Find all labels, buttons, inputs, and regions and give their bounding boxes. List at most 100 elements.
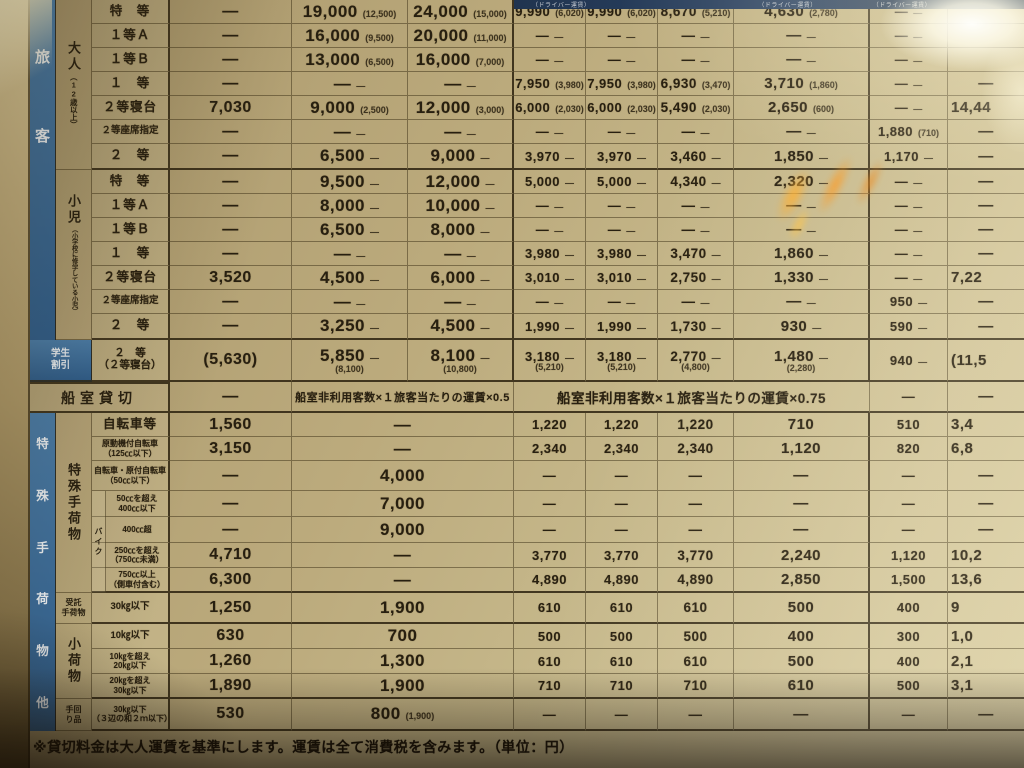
- section-label: 小児 （小学校に修学している小児）: [56, 170, 92, 340]
- fare-cell: 6,300: [170, 568, 292, 593]
- row-label: １等Ａ: [92, 194, 170, 218]
- fare-cell: 10,000—: [408, 194, 514, 218]
- fare-cell: —: [948, 194, 1024, 218]
- fare-cell: 3,150: [170, 437, 292, 461]
- fare-cell: 710: [586, 674, 658, 699]
- fare-cell: —: [870, 491, 948, 517]
- fare-cell: 5,850— (8,100): [292, 340, 408, 382]
- frame-corner-highlight: [0, 0, 52, 120]
- fare-cell: — —: [514, 120, 586, 144]
- fare-cell: 610: [586, 649, 658, 674]
- fare-cell: 2,340: [658, 437, 734, 461]
- fare-cell: 3,770: [658, 543, 734, 568]
- fare-cell: 6,000—: [408, 266, 514, 290]
- fare-cell: 19,000 (12,500): [292, 0, 408, 24]
- row-label: 30㎏以下: [92, 593, 170, 624]
- fare-cell: 1,220: [586, 413, 658, 437]
- fare-cell: 800 (1,900): [292, 699, 514, 731]
- fare-cell: 1,990—: [586, 314, 658, 340]
- fare-cell: — —: [870, 24, 948, 48]
- fare-cell: 1,990—: [514, 314, 586, 340]
- fare-cell: 16,000 (9,500): [292, 24, 408, 48]
- fare-cell: 1,120: [734, 437, 870, 461]
- fare-cell: 4,500—: [408, 314, 514, 340]
- fare-cell: — —: [870, 266, 948, 290]
- fare-cell: 1,880 (710): [870, 120, 948, 144]
- fare-cell: [948, 24, 1024, 48]
- fare-cell: 2,340: [586, 437, 658, 461]
- fare-cell: —: [948, 170, 1024, 194]
- fare-cell: — —: [658, 218, 734, 242]
- fare-cell: 400: [870, 649, 948, 674]
- fare-cell: 3,460—: [658, 144, 734, 170]
- fare-cell: 3,250—: [292, 314, 408, 340]
- fare-cell: — —: [870, 48, 948, 72]
- fare-cell: [948, 48, 1024, 72]
- header-strip: （ドライバー運賃） （ドライバー運賃） （ドライバー運賃）: [514, 0, 1024, 9]
- fare-cell: 10,2: [948, 543, 1024, 568]
- fare-cell: 6,500—: [292, 218, 408, 242]
- fare-cell: 1,900: [292, 674, 514, 699]
- fare-cell: — —: [292, 290, 408, 314]
- fare-cell: —: [658, 517, 734, 543]
- fare-cell: — —: [586, 24, 658, 48]
- fare-cell: 6,8: [948, 437, 1024, 461]
- fare-cell: 1,220: [658, 413, 734, 437]
- fare-cell: — —: [734, 120, 870, 144]
- fare-cell: —: [734, 491, 870, 517]
- fare-cell: 710: [658, 674, 734, 699]
- fare-cell: 3,770: [514, 543, 586, 568]
- fare-cell: 8,000—: [292, 194, 408, 218]
- fare-cell: — —: [586, 120, 658, 144]
- fare-cell: — —: [734, 290, 870, 314]
- section-label: 大人 （12歳以上）: [56, 0, 92, 170]
- fare-cell: —: [170, 194, 292, 218]
- fare-cell: —: [948, 242, 1024, 266]
- fare-cell: 6,000 (2,030): [514, 96, 586, 120]
- fare-cell: — —: [870, 194, 948, 218]
- fare-cell: 7,030: [170, 96, 292, 120]
- fare-cell: 4,500—: [292, 266, 408, 290]
- fare-cell: 1,850—: [734, 144, 870, 170]
- driver-fare-header-label: （ドライバー運賃）: [758, 3, 817, 9]
- fare-cell: 20,000 (11,000): [408, 24, 514, 48]
- fare-cell: —: [514, 699, 586, 731]
- fare-cell: 5,000—: [586, 170, 658, 194]
- section-label: 学生 割引: [30, 340, 92, 382]
- fare-cell: —: [734, 461, 870, 491]
- fare-cell: 8,000—: [408, 218, 514, 242]
- fare-cell: 940—: [870, 340, 948, 382]
- row-label: 30㎏以下 （３辺の和２ｍ以下）: [92, 699, 172, 731]
- fare-cell: —: [292, 543, 514, 568]
- fare-cell: 2,320—: [734, 170, 870, 194]
- row-label: １ 等: [92, 242, 170, 266]
- fare-cell: — —: [408, 120, 514, 144]
- fare-cell: —: [586, 461, 658, 491]
- fare-cell: 9,000—: [408, 144, 514, 170]
- fare-cell: 510: [870, 413, 948, 437]
- fare-cell: 1,560: [170, 413, 292, 437]
- row-label: １ 等: [92, 72, 170, 96]
- fare-cell: 1,480— (2,280): [734, 340, 870, 382]
- fare-cell: 500: [870, 674, 948, 699]
- fare-cell: 8,100— (10,800): [408, 340, 514, 382]
- fare-cell: 2,340: [514, 437, 586, 461]
- fare-cell: —: [948, 382, 1024, 413]
- fare-cell: —: [948, 517, 1024, 543]
- driver-fare-header-label: （ドライバー運賃）: [872, 3, 932, 9]
- fare-cell: —: [948, 218, 1024, 242]
- fare-cell: 7,950 (3,980): [586, 72, 658, 96]
- fare-cell: — —: [292, 242, 408, 266]
- fare-cell: 610: [586, 593, 658, 624]
- fare-cell: 500: [734, 649, 870, 674]
- fare-cell: 13,6: [948, 568, 1024, 593]
- fare-cell: 9,500—: [292, 170, 408, 194]
- row-label: 10㎏以下: [92, 624, 170, 649]
- fare-cell: —: [170, 461, 292, 491]
- fare-cell: 400: [734, 624, 870, 649]
- fare-cell: —: [170, 72, 292, 96]
- fare-cell: 7,22: [948, 266, 1024, 290]
- fare-cell: 1,860—: [734, 242, 870, 266]
- fare-cell: — —: [734, 24, 870, 48]
- row-label: 特 等: [92, 0, 170, 24]
